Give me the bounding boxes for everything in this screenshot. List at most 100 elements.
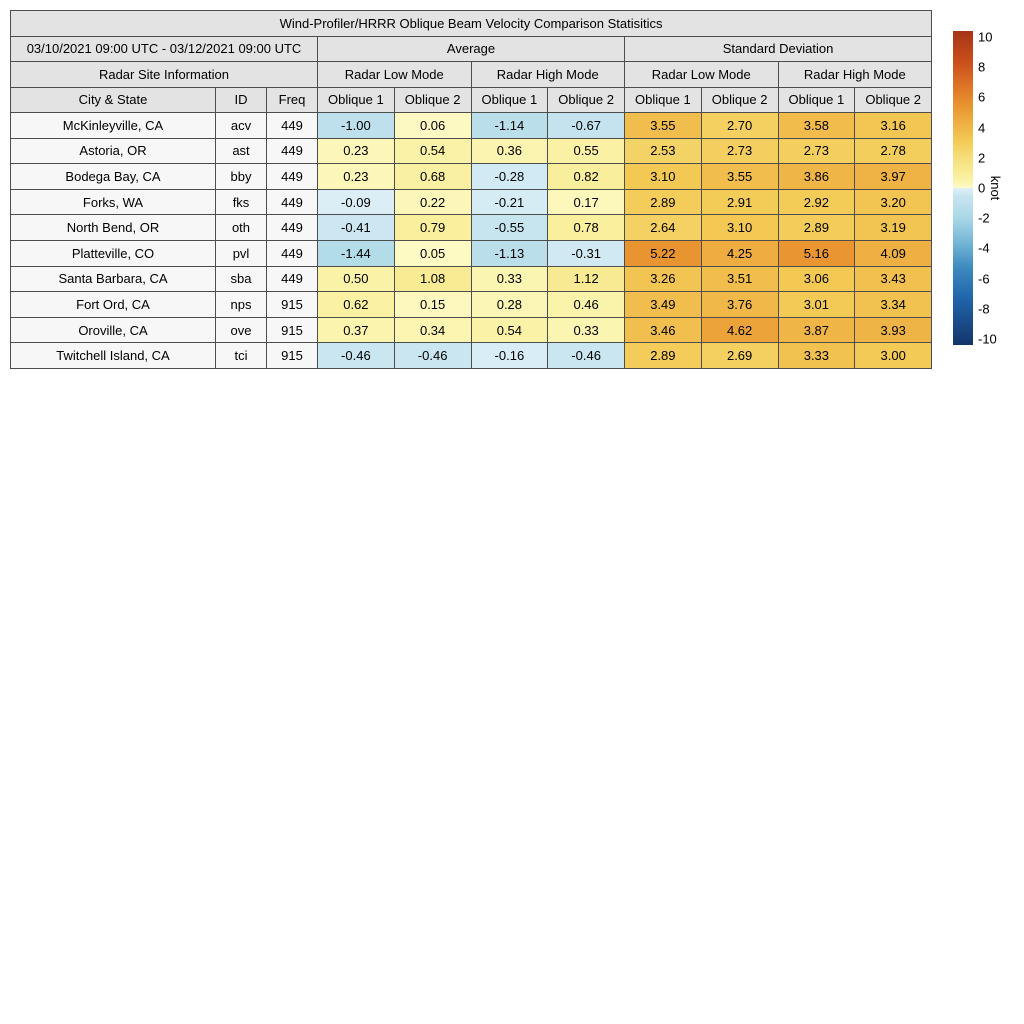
oblique1-header: Oblique 1 [317, 86, 395, 113]
id-header: ID [215, 86, 267, 113]
value-cell: 0.22 [393, 188, 472, 216]
value-cell: 3.34 [854, 291, 933, 318]
value-cell: 2.92 [777, 188, 856, 216]
value-cell: 5.22 [624, 239, 702, 267]
city-state-header: City & State [10, 86, 216, 113]
oblique2-header: Oblique 2 [700, 86, 779, 113]
value-cell: -0.46 [393, 342, 472, 369]
value-cell: 3.06 [777, 265, 856, 293]
value-cell: -1.14 [470, 112, 549, 139]
oblique2-header: Oblique 2 [547, 86, 625, 113]
value-cell: 0.82 [547, 163, 625, 190]
value-cell: 2.78 [854, 137, 933, 165]
oblique2-header: Oblique 2 [854, 86, 933, 113]
value-cell: 3.87 [777, 316, 856, 344]
city-cell: North Bend, OR [10, 214, 216, 241]
group-row-2: Radar Site Information Radar Low Mode Ra… [10, 61, 933, 88]
value-cell: 0.17 [547, 188, 625, 216]
value-cell: 2.91 [700, 188, 779, 216]
value-cell: 2.64 [624, 214, 702, 241]
value-cell: 3.97 [854, 163, 933, 190]
freq-cell: 915 [266, 342, 318, 369]
value-cell: -0.46 [547, 342, 625, 369]
table-row: Platteville, CO pvl 449 -1.44 0.05 -1.13 -0.31… [10, 239, 933, 267]
value-cell: -0.67 [547, 112, 625, 139]
value-cell: 3.00 [854, 342, 933, 369]
title-row: Wind-Profiler/HRRR Oblique Beam Velocity… [9, 10, 933, 37]
value-cell: 3.49 [624, 291, 702, 318]
value-cell: 0.05 [393, 239, 472, 267]
colorbar-tick-label: -4 [978, 240, 990, 256]
value-cell: 3.33 [777, 342, 856, 369]
avg-low-mode-header: Radar Low Mode [317, 61, 472, 88]
site-id-cell: nps [215, 291, 267, 318]
date-range: 03/10/2021 09:00 UTC - 03/12/2021 09:00 … [10, 35, 318, 62]
value-cell: -0.28 [470, 163, 549, 190]
city-cell: Forks, WA [10, 188, 216, 216]
value-cell: 5.16 [777, 239, 856, 267]
value-cell: 2.70 [700, 112, 779, 139]
site-id-cell: tci [215, 342, 267, 369]
value-cell: 3.43 [854, 265, 933, 293]
colorbar-gradient [953, 31, 973, 345]
site-id-cell: fks [215, 188, 267, 216]
oblique1-header: Oblique 1 [470, 86, 549, 113]
colorbar-tick-label: 8 [978, 59, 986, 75]
value-cell: -0.16 [470, 342, 549, 369]
value-cell: 0.54 [393, 137, 472, 165]
value-cell: -0.31 [547, 239, 625, 267]
value-cell: 4.25 [700, 239, 779, 267]
value-cell: 3.86 [777, 163, 856, 190]
sd-high-mode-header: Radar High Mode [777, 61, 933, 88]
colorbar-tick-labels: 10 8 6 4 2 0 -2 -4 -6 -8 -10 [978, 30, 1012, 347]
colorbar-tick-label: 2 [978, 150, 986, 166]
value-cell: -1.44 [317, 239, 395, 267]
city-cell: McKinleyville, CA [10, 112, 216, 139]
city-cell: Twitchell Island, CA [10, 342, 216, 369]
chart-title: Wind-Profiler/HRRR Oblique Beam Velocity… [9, 10, 933, 37]
site-id-cell: sba [215, 265, 267, 293]
colorbar: 10 8 6 4 2 0 -2 -4 -6 -8 -10 knot [953, 30, 1023, 347]
value-cell: 0.68 [393, 163, 472, 190]
colorbar-tick-label: -6 [978, 271, 990, 287]
value-cell: 3.10 [700, 214, 779, 241]
city-cell: Fort Ord, CA [10, 291, 216, 318]
table-row: North Bend, OR oth 449 -0.41 0.79 -0.55 0.78 2.… [10, 214, 933, 241]
freq-cell: 449 [266, 163, 318, 190]
colorbar-tick-label: -2 [978, 210, 990, 226]
group-row-1: 03/10/2021 09:00 UTC - 03/12/2021 09:00 … [10, 35, 933, 62]
table-row: Twitchell Island, CA tci 915 -0.46 -0.46 -0.1… [10, 342, 933, 369]
value-cell: 0.23 [317, 163, 395, 190]
freq-cell: 449 [266, 188, 318, 216]
value-cell: 3.51 [700, 265, 779, 293]
value-cell: -0.41 [317, 214, 395, 241]
city-cell: Santa Barbara, CA [10, 265, 216, 293]
freq-cell: 915 [266, 291, 318, 318]
table-row: McKinleyville, CA acv 449 -1.00 0.06 -1.14 -0.… [10, 112, 933, 139]
value-cell: 3.55 [700, 163, 779, 190]
value-cell: 3.19 [854, 214, 933, 241]
city-cell: Astoria, OR [10, 137, 216, 165]
value-cell: 0.23 [317, 137, 395, 165]
value-cell: -0.21 [470, 188, 549, 216]
oblique2-header: Oblique 2 [393, 86, 472, 113]
colorbar-tick-label: 6 [978, 89, 986, 105]
value-cell: -1.13 [470, 239, 549, 267]
value-cell: 0.34 [393, 316, 472, 344]
value-cell: 2.89 [624, 342, 702, 369]
value-cell: 0.54 [470, 316, 549, 344]
value-cell: 0.62 [317, 291, 395, 318]
site-id-cell: oth [215, 214, 267, 241]
colorbar-unit-label: knot [987, 175, 1003, 201]
value-cell: 0.15 [393, 291, 472, 318]
freq-cell: 449 [266, 239, 318, 267]
table-row: Bodega Bay, CA bby 449 0.23 0.68 -0.28 0.82 3.1… [10, 163, 933, 190]
value-cell: 0.33 [547, 316, 625, 344]
value-cell: 2.73 [777, 137, 856, 165]
table-row: Astoria, OR ast 449 0.23 0.54 0.36 0.55 2.53 2.7… [10, 137, 933, 165]
value-cell: 0.78 [547, 214, 625, 241]
colorbar-tick-label: -10 [978, 331, 997, 347]
table-row: Fort Ord, CA nps 915 0.62 0.15 0.28 0.46 3.49 3.… [10, 291, 933, 318]
value-cell: 1.08 [393, 265, 472, 293]
